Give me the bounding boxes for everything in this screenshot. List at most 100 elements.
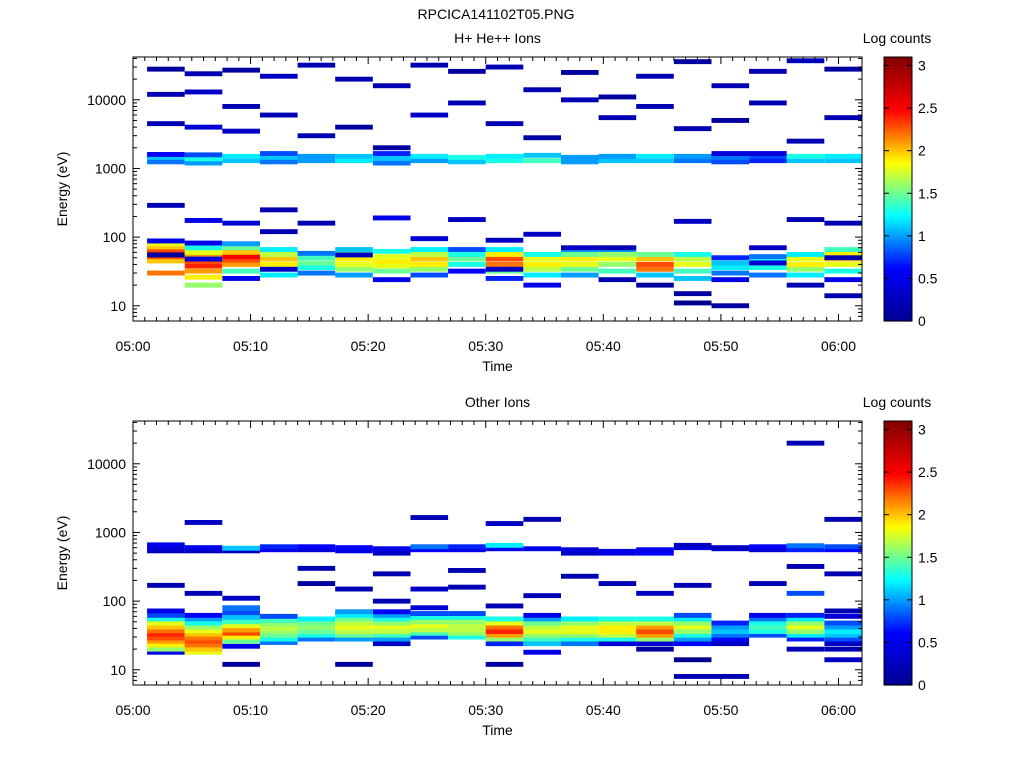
heatmap-cell xyxy=(485,262,524,267)
heatmap-cell xyxy=(147,631,185,637)
heatmap-cell xyxy=(410,272,449,278)
colorbar-segment xyxy=(884,222,912,226)
heatmap-cell xyxy=(335,76,373,82)
heatmap-cell xyxy=(824,620,862,626)
heatmap-cell xyxy=(260,154,298,160)
heatmap-cell xyxy=(184,274,223,280)
x-tick-label: 06:00 xyxy=(821,702,856,718)
heatmap-cell xyxy=(448,100,486,106)
heatmap-cell xyxy=(410,252,449,257)
colorbar-segment xyxy=(884,617,912,621)
heatmap-cell xyxy=(636,73,674,79)
heatmap-cell xyxy=(561,547,599,553)
heatmap-cell xyxy=(673,256,712,262)
colorbar-segment xyxy=(884,282,912,286)
colorbar-segment xyxy=(884,457,912,460)
heatmap-cell xyxy=(335,548,373,554)
heatmap-cell xyxy=(598,268,637,274)
colorbar-segment xyxy=(884,610,912,614)
colorbar-segment xyxy=(884,169,912,173)
heatmap-cell xyxy=(673,300,712,306)
heatmap-cell xyxy=(673,641,712,647)
heatmap-cell xyxy=(824,255,862,261)
heatmap-cell xyxy=(824,613,862,619)
heatmap-cell xyxy=(448,68,486,74)
heatmap-cell xyxy=(222,257,260,263)
heatmap-cell xyxy=(372,259,411,265)
heatmap-cell xyxy=(485,632,524,638)
colorbar-segment xyxy=(884,454,912,458)
heatmap-cell xyxy=(147,249,185,255)
colorbar-segment xyxy=(884,241,912,245)
heatmap-cell xyxy=(184,124,223,130)
colorbar-segment xyxy=(884,476,912,480)
heatmap-cell xyxy=(410,247,449,252)
colorbar-tick-label: 1 xyxy=(918,228,926,244)
heatmap-cell xyxy=(297,250,336,256)
heatmap-cell xyxy=(523,649,561,655)
colorbar-segment xyxy=(884,548,912,552)
heatmap-cell xyxy=(636,550,674,556)
heatmap-cell xyxy=(523,593,561,599)
heatmap-cell xyxy=(260,151,298,156)
heatmap-cell xyxy=(147,642,185,648)
heatmap-cell xyxy=(824,268,862,274)
heatmap-cell xyxy=(260,252,298,257)
heatmap-cell xyxy=(147,612,185,618)
colorbar-segment xyxy=(884,126,912,130)
colorbar-segment xyxy=(884,430,912,434)
heatmap-cell xyxy=(222,661,260,667)
heatmap-cell xyxy=(824,629,862,634)
colorbar-segment xyxy=(884,256,912,260)
colorbar-segment xyxy=(884,239,912,243)
heatmap-cell xyxy=(711,277,750,283)
colorbar-frame xyxy=(883,420,913,686)
heatmap-cell xyxy=(673,620,712,626)
colorbar-segment xyxy=(884,682,912,686)
colorbar-segment xyxy=(884,605,912,609)
heatmap-cell xyxy=(749,272,787,278)
heatmap-cell xyxy=(147,121,185,127)
colorbar-segment xyxy=(884,225,912,228)
colorbar-segment xyxy=(884,57,912,60)
colorbar-segment xyxy=(884,145,912,149)
y-axis-label: Energy (eV) xyxy=(54,516,70,591)
heatmap-cell xyxy=(448,627,486,633)
colorbar-segment xyxy=(884,629,912,633)
colorbar-segment xyxy=(884,579,912,583)
heatmap-cell xyxy=(824,608,862,614)
heatmap-cell xyxy=(485,252,524,257)
heatmap-cell xyxy=(636,266,674,272)
heatmap-cell xyxy=(561,550,599,556)
heatmap-cell xyxy=(598,620,637,626)
y-axis-ticks xyxy=(133,421,862,686)
heatmap-cell xyxy=(410,586,449,592)
heatmap-cell xyxy=(749,616,787,622)
colorbar-segment xyxy=(884,512,912,516)
heatmap-cell xyxy=(786,616,825,622)
colorbar-segment xyxy=(884,210,912,214)
heatmap-cell xyxy=(636,590,674,596)
colorbar-segment xyxy=(884,572,912,576)
colorbar-segment xyxy=(884,637,912,640)
colorbar-segment xyxy=(884,485,912,489)
colorbar-segment xyxy=(884,632,912,636)
colorbar-segment xyxy=(884,651,912,655)
heatmap-cell xyxy=(598,245,637,251)
heatmap-cell xyxy=(448,268,486,274)
colorbar-segment xyxy=(884,670,912,674)
heatmap-cell xyxy=(260,626,298,631)
heatmap-cell xyxy=(260,256,298,262)
heatmap-cell xyxy=(222,638,260,644)
heatmap-cell xyxy=(260,640,298,645)
heatmap-cell xyxy=(824,277,862,283)
colorbar-segment xyxy=(884,121,912,125)
heatmap-cell xyxy=(297,220,336,226)
heatmap-cell xyxy=(636,616,674,622)
heatmap-cell xyxy=(636,153,674,159)
heatmap-cell xyxy=(673,291,712,297)
heatmap-cell xyxy=(184,152,223,158)
heatmap-cell xyxy=(636,252,674,257)
x-tick-label: 05:10 xyxy=(233,702,268,718)
colorbar-segment xyxy=(884,562,912,566)
